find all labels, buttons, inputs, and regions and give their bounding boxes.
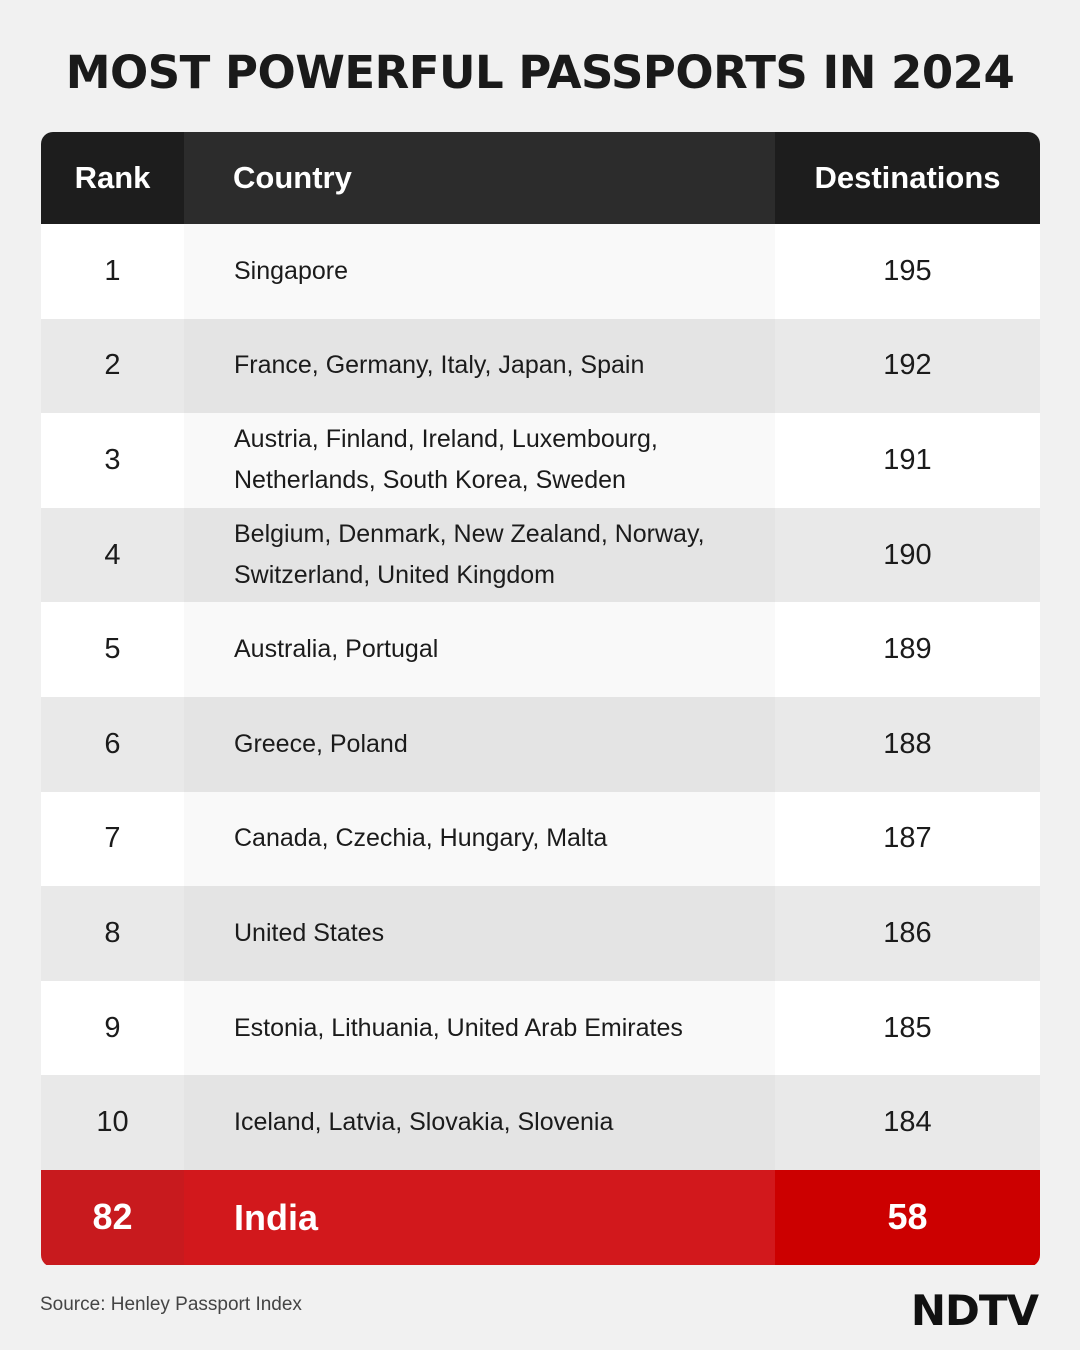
- table-cell-rank: 3: [41, 413, 184, 508]
- table-cell-country: Australia, Portugal: [184, 602, 775, 697]
- table-cell-destinations: 190: [775, 507, 1040, 603]
- table-cell-rank: 7: [41, 791, 184, 887]
- table-cell-destinations: 185: [775, 980, 1040, 1076]
- table-cell-rank: 10: [41, 1075, 184, 1170]
- header-rank: Rank: [41, 132, 184, 224]
- table-cell-rank: 5: [41, 602, 184, 697]
- table-cell-country: Greece, Poland: [184, 696, 775, 792]
- source-note: Source: Henley Passport Index: [40, 1294, 302, 1315]
- table-cell-destinations: 191: [775, 413, 1040, 508]
- highlight-cell-destinations: 58: [775, 1169, 1040, 1265]
- ndtv-logo: NDTV: [910, 1286, 1039, 1335]
- table-cell-destinations: 187: [775, 791, 1040, 887]
- header-country: Country: [184, 132, 775, 224]
- table-cell-country: Canada, Czechia, Hungary, Malta: [184, 791, 775, 887]
- table-cell-country: Belgium, Denmark, New Zealand, Norway, S…: [184, 507, 775, 603]
- table-cell-destinations: 189: [775, 602, 1040, 697]
- table-cell-rank: 4: [41, 507, 184, 603]
- table-cell-destinations: 186: [775, 886, 1040, 981]
- highlight-cell-rank: 82: [41, 1169, 184, 1265]
- table-cell-country: Singapore: [184, 224, 775, 319]
- page-title: MOST POWERFUL PASSPORTS IN 2024: [65, 46, 1015, 99]
- table-cell-country: Iceland, Latvia, Slovakia, Slovenia: [184, 1075, 775, 1170]
- table-cell-destinations: 188: [775, 696, 1040, 792]
- passport-table: Rank Country Destinations 1 Singapore 195 2…: [41, 132, 1040, 1267]
- table-cell-destinations: 195: [775, 224, 1040, 319]
- table-cell-country: Estonia, Lithuania, United Arab Emirates: [184, 980, 775, 1076]
- table-cell-country: France, Germany, Italy, Japan, Spain: [184, 318, 775, 414]
- table-cell-rank: 2: [41, 318, 184, 414]
- table-cell-rank: 8: [41, 886, 184, 981]
- table-cell-rank: 1: [41, 224, 184, 319]
- table-cell-country: United States: [184, 886, 775, 981]
- highlight-cell-country: India: [184, 1169, 775, 1265]
- table-cell-rank: 9: [41, 980, 184, 1076]
- table-cell-country: Austria, Finland, Ireland, Luxembourg, N…: [184, 413, 775, 508]
- header-destinations: Destinations: [775, 132, 1040, 224]
- table-cell-rank: 6: [41, 696, 184, 792]
- table-cell-destinations: 184: [775, 1075, 1040, 1170]
- table-cell-destinations: 192: [775, 318, 1040, 414]
